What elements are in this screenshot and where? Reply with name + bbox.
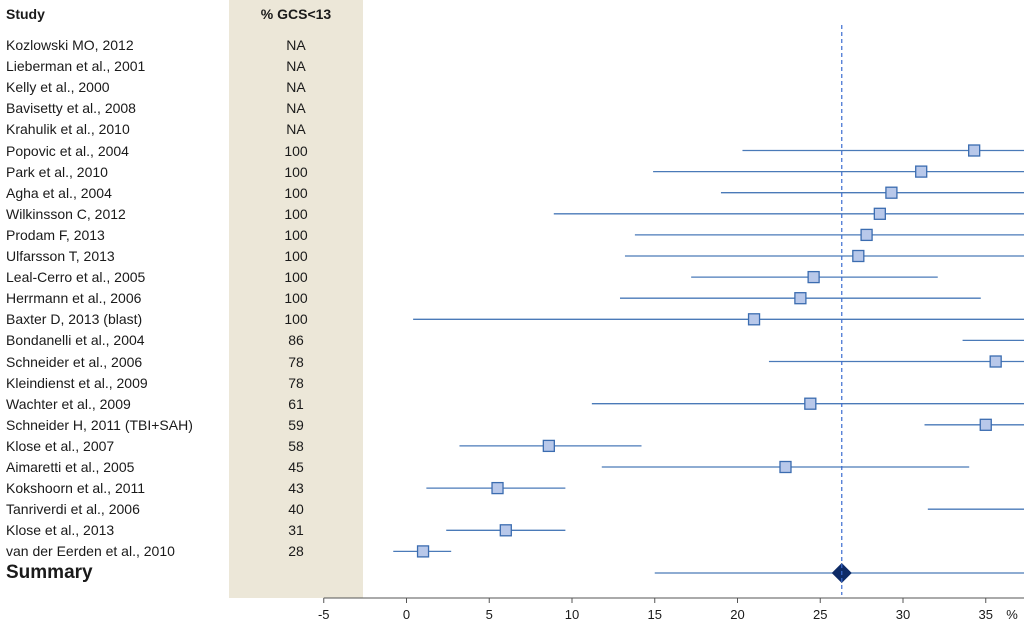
study-label: Kozlowski MO, 2012 xyxy=(6,37,134,53)
point-estimate-marker xyxy=(491,481,504,495)
study-label: Krahulik et al., 2010 xyxy=(6,121,130,138)
study-label: Kleindienst et al., 2009 xyxy=(6,374,148,391)
point-estimate-marker xyxy=(989,355,1002,368)
study-label: Baxter D, 2013 (blast) xyxy=(6,311,143,328)
gcs-value: 100 xyxy=(284,163,308,180)
gcs-value: NA xyxy=(286,121,306,138)
gcs-value: 100 xyxy=(284,290,308,307)
point-estimate-marker xyxy=(779,460,792,474)
point-estimate-marker xyxy=(416,545,430,558)
study-label: Popovic et al., 2004 xyxy=(6,142,129,159)
study-label: Schneider et al., 2006 xyxy=(6,353,143,370)
x-tick-label: 5 xyxy=(486,607,493,622)
x-tick-label: -5 xyxy=(318,607,330,622)
gcs-value: NA xyxy=(286,37,306,53)
study-label: Herrmann et al., 2006 xyxy=(6,290,142,307)
gcs-value: 45 xyxy=(288,459,304,475)
gcs-value: 100 xyxy=(284,311,308,328)
summary-label: Summary xyxy=(6,562,93,583)
x-tick-label: 35 xyxy=(979,607,993,622)
study-label: Tanriverdi et al., 2006 xyxy=(6,501,140,518)
gcs-value: 43 xyxy=(288,480,304,497)
point-estimate-marker xyxy=(747,313,761,326)
study-label: Schneider H, 2011 (TBI+SAH) xyxy=(6,416,193,433)
gcs-value: 61 xyxy=(288,395,304,412)
x-tick-label: 30 xyxy=(896,607,910,622)
point-estimate-marker xyxy=(804,397,817,410)
gcs-value: NA xyxy=(286,58,306,75)
point-estimate-marker xyxy=(968,144,981,157)
gcs-value: 28 xyxy=(288,543,304,560)
gcs-value: 100 xyxy=(284,142,308,159)
x-tick-label: 0 xyxy=(403,607,410,622)
gcs-column-header: % GCS<13 xyxy=(260,6,332,22)
study-label: Leal-Cerro et al., 2005 xyxy=(6,269,146,286)
study-label: Lieberman et al., 2001 xyxy=(6,58,146,75)
point-estimate-marker xyxy=(807,270,820,284)
point-estimate-marker xyxy=(794,292,807,305)
study-label: Ulfarsson T, 2013 xyxy=(6,248,115,264)
x-axis-unit: % xyxy=(1006,607,1018,622)
study-label: Klose et al., 2013 xyxy=(6,522,115,539)
study-label: Kokshoorn et al., 2011 xyxy=(6,480,146,497)
study-column-header: Study xyxy=(6,6,45,22)
gcs-column-background xyxy=(229,0,363,598)
gcs-value: 78 xyxy=(288,353,304,370)
point-estimate-marker xyxy=(860,228,873,242)
gcs-value: 40 xyxy=(288,501,304,518)
gcs-value: NA xyxy=(286,100,306,117)
gcs-value: 100 xyxy=(284,269,308,286)
study-label: van der Eerden et al., 2010 xyxy=(6,543,175,560)
study-label: Agha et al., 2004 xyxy=(6,184,112,201)
point-estimate-marker xyxy=(873,207,886,220)
point-estimate-marker xyxy=(852,249,865,263)
study-label: Bondanelli et al., 2004 xyxy=(6,332,145,349)
study-label: Park et al., 2010 xyxy=(6,163,108,180)
gcs-value: 100 xyxy=(284,205,308,222)
point-estimate-marker xyxy=(979,418,992,431)
gcs-value: 100 xyxy=(284,248,308,264)
point-estimate-marker xyxy=(542,439,555,453)
gcs-value: 100 xyxy=(284,226,308,243)
point-estimate-marker xyxy=(499,524,512,537)
point-estimate-marker xyxy=(885,186,898,199)
x-tick-label: 20 xyxy=(730,607,744,622)
study-label: Aimaretti et al., 2005 xyxy=(6,459,135,475)
study-label: Bavisetty et al., 2008 xyxy=(6,100,136,117)
study-label: Klose et al., 2007 xyxy=(6,437,115,454)
gcs-value: 100 xyxy=(284,184,308,201)
point-estimate-marker xyxy=(915,165,928,178)
study-label: Wilkinsson C, 2012 xyxy=(6,205,126,222)
x-tick-label: 15 xyxy=(648,607,662,622)
gcs-value: 58 xyxy=(288,437,304,454)
gcs-value: NA xyxy=(286,79,306,96)
x-tick-label: 25 xyxy=(813,607,827,622)
gcs-value: 78 xyxy=(288,374,304,391)
study-label: Wachter et al., 2009 xyxy=(6,395,131,412)
study-label: Prodam F, 2013 xyxy=(6,226,105,243)
gcs-value: 86 xyxy=(288,332,304,349)
gcs-value: 31 xyxy=(288,522,304,539)
gcs-value: 59 xyxy=(288,416,304,433)
x-tick-label: 10 xyxy=(565,607,579,622)
study-label: Kelly et al., 2000 xyxy=(6,79,110,96)
